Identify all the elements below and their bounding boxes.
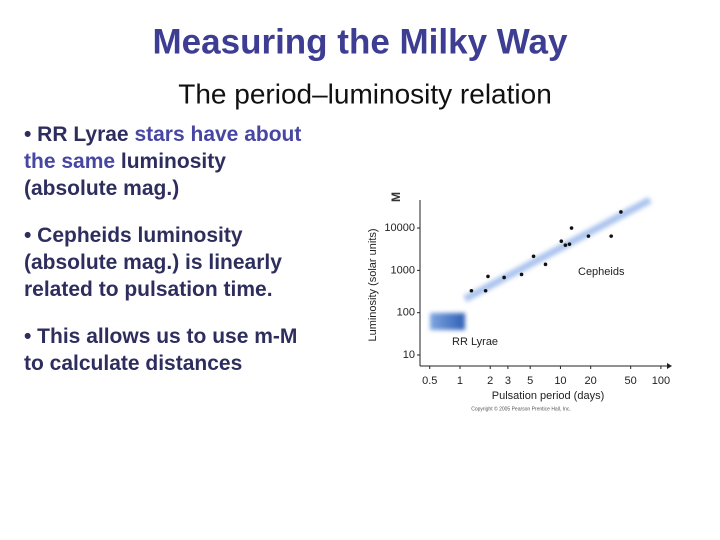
x-axis-label: Pulsation period (days) xyxy=(492,390,605,402)
bullet-line: • Cepheids luminosity xyxy=(24,224,243,247)
bullet-line: to calculate distances xyxy=(24,352,242,375)
bullet-line: (absolute mag.) is linearly xyxy=(24,251,282,274)
x-tick-label: 10 xyxy=(554,375,566,387)
data-point xyxy=(569,226,574,230)
x-tick-label: 50 xyxy=(625,375,637,387)
title: Measuring the Milky Way xyxy=(153,22,568,61)
bullet-line: (absolute mag.) xyxy=(24,177,179,200)
x-tick-label: 100 xyxy=(652,375,670,387)
figure xyxy=(419,196,672,369)
rr-lyrae-box xyxy=(430,313,465,330)
bullet-line: the same luminosity xyxy=(24,150,226,173)
bullet-line: • This allows us to use m-M xyxy=(24,325,297,348)
data-point xyxy=(531,254,536,259)
bullet-line: • RR Lyrae stars have about xyxy=(24,123,301,146)
credit: Copyright © 2005 Pearson Prentice Hall, … xyxy=(471,405,571,412)
data-point xyxy=(567,242,572,246)
bullet-text: (absolute mag.) xyxy=(24,177,179,200)
y-tick-label: 10000 xyxy=(384,222,415,234)
data-point xyxy=(559,239,564,243)
bullet-text: to calculate distances xyxy=(24,352,242,375)
x-tick-label: 1 xyxy=(457,375,463,387)
data-point xyxy=(619,210,623,214)
data-point xyxy=(609,234,613,238)
cepheid-band xyxy=(463,196,652,303)
data-point xyxy=(586,234,591,238)
y-tick-label: 10 xyxy=(403,349,415,361)
data-point xyxy=(483,288,488,293)
data-point xyxy=(502,275,506,280)
bullet-text: • Cepheids luminosity xyxy=(24,224,243,247)
subtitle: The period–luminosity relation xyxy=(178,78,552,109)
bullet-text: (absolute mag.) is linearly xyxy=(24,251,282,274)
bullet-text: • This allows us to use m-M xyxy=(24,325,297,348)
bullet-text: the same xyxy=(24,150,121,173)
x-tick-label: 20 xyxy=(585,375,597,387)
data-point xyxy=(563,243,568,247)
axis-arrow xyxy=(667,363,672,369)
x-tick-label: 0.5 xyxy=(422,375,437,387)
y-tick-label: 1000 xyxy=(391,264,415,276)
data-point xyxy=(469,288,474,293)
data-point xyxy=(543,262,548,267)
x-tick-label: 5 xyxy=(527,375,533,387)
axis-note: M xyxy=(389,192,403,202)
annotation: RR Lyrae xyxy=(452,336,498,348)
x-tick-label: 2 xyxy=(487,375,493,387)
bullet-text: related to pulsation time. xyxy=(24,278,273,301)
y-axis-label: Luminosity (solar units) xyxy=(367,228,379,341)
data-point xyxy=(519,272,524,277)
x-tick-label: 3 xyxy=(505,375,511,387)
bullet-line: related to pulsation time. xyxy=(24,278,273,301)
bullet-text: stars have about xyxy=(134,123,301,146)
bullet-text: luminosity xyxy=(121,150,226,173)
bullet-text: • RR Lyrae xyxy=(24,123,134,146)
y-tick-label: 100 xyxy=(397,307,415,319)
annotation: Cepheids xyxy=(578,266,625,278)
data-point xyxy=(486,274,490,279)
